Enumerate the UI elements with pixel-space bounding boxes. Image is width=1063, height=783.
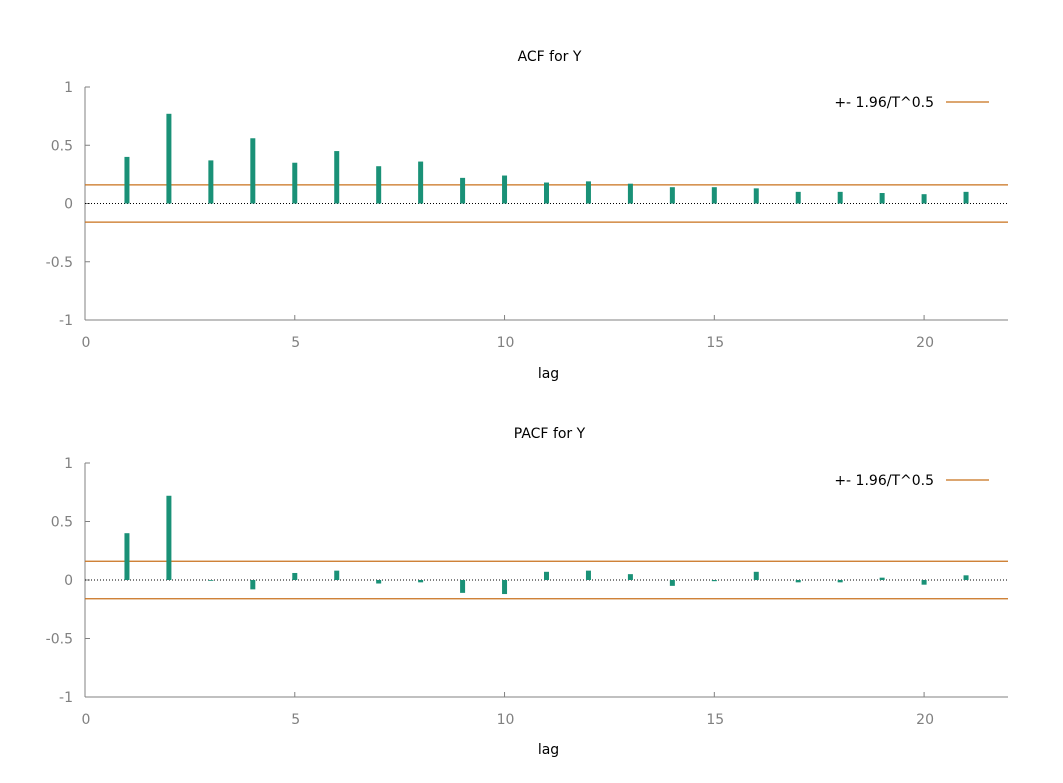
chart-1-y-tick-label: 0 [64,573,73,589]
chart-1-bar-lag-18 [837,580,843,583]
chart-1-bar-lag-15 [711,580,717,582]
chart-0-x-tick-label: 15 [706,335,724,351]
chart-0-bar-lag-4 [250,138,256,204]
chart-1-bar-lag-21 [963,575,969,580]
chart-0-bar-lag-2 [166,113,172,204]
chart-1-bar-lag-19 [879,577,885,580]
chart-0-bar-lag-16 [753,188,759,204]
chart-1-bar-lag-16 [753,571,759,580]
chart-1-bar-lag-12 [585,570,591,580]
chart-0-x-tick-label: 10 [497,335,515,351]
chart-0-bar-lag-13 [627,183,633,204]
chart-0-bar-lag-21 [963,191,969,204]
chart-1-bar-lag-8 [418,580,424,583]
chart-0-bar-lag-14 [669,187,675,204]
chart-1-x-tick-label: 20 [916,712,934,728]
chart-1-bar-lag-6 [334,570,340,580]
chart-0-bar-lag-5 [292,162,298,204]
chart-0-bar-lag-7 [376,166,382,204]
chart-1-bar-lag-10 [502,580,508,595]
chart-1-bar-lag-17 [795,580,801,583]
chart-0-bar-lag-12 [585,181,591,204]
chart-0-title: ACF for Y [518,49,582,65]
chart-0-bar-lag-18 [837,191,843,204]
chart-0-bar-lag-8 [418,161,424,204]
chart-1-title: PACF for Y [514,426,586,442]
chart-0-bar-lag-10 [502,175,508,204]
chart-1-bar-lag-7 [376,580,382,584]
chart-1-x-tick-label: 5 [291,712,300,728]
chart-0-x-tick-label: 0 [82,335,91,351]
chart-0-bar-lag-3 [208,160,214,204]
chart-0-bar-lag-9 [460,177,466,204]
chart-1-x-tick-label: 0 [82,712,91,728]
chart-0-bar-lag-11 [544,182,549,204]
chart-1-y-tick-label: -0.5 [46,632,73,648]
chart-0-x-tick-label: 20 [916,335,934,351]
chart-1-bar-lag-20 [921,580,927,585]
chart-1-bar-lag-11 [544,571,549,580]
chart-0-bar-lag-15 [711,187,717,204]
chart-1-legend-label: +- 1.96/T^0.5 [834,473,934,489]
chart-0-bar-lag-17 [795,191,801,204]
chart-0-y-tick-label: -1 [59,313,73,329]
chart-0-y-tick-label: 0 [64,197,73,213]
chart-1-x-tick-label: 10 [497,712,515,728]
chart-1-bar-lag-9 [460,580,466,593]
chart-1-bar-lag-3 [208,580,214,581]
chart-0-bar-lag-19 [879,193,885,204]
chart-0-legend-label: +- 1.96/T^0.5 [834,95,934,111]
chart-1-x-tick-label: 15 [706,712,724,728]
chart-1-bar-lag-4 [250,580,256,590]
chart-1-bar-lag-5 [292,572,298,580]
chart-0-y-tick-label: 0.5 [51,138,73,154]
chart-0-bar-lag-6 [334,151,340,204]
chart-1-y-tick-label: 1 [64,456,73,472]
chart-0-y-tick-label: -0.5 [46,255,73,271]
chart-0-x-axis-label: lag [538,366,559,382]
chart-1-y-tick-label: 0.5 [51,515,73,531]
chart-1-bar-lag-1 [124,533,130,580]
chart-1-x-axis-label: lag [538,742,559,758]
chart-1-bar-lag-13 [627,574,633,580]
chart-1-bar-lag-14 [669,580,675,586]
chart-0-y-tick-label: 1 [64,80,73,96]
chart-0-x-tick-label: 5 [291,335,300,351]
chart-1-panel: PACF for Y 1 0.5 0 -0.5 -1 0 5 10 15 20 lag +- 1.96/… [46,426,1008,758]
chart-0-bar-lag-20 [921,194,927,204]
chart-1-y-tick-label: -1 [59,690,73,706]
chart-0-panel: ACF for Y 1 0.5 0 -0.5 -1 0 5 10 15 20 lag +- 1.96/T… [46,49,1008,382]
chart-1-bar-lag-2 [166,495,172,580]
chart-0-bar-lag-1 [124,156,130,204]
